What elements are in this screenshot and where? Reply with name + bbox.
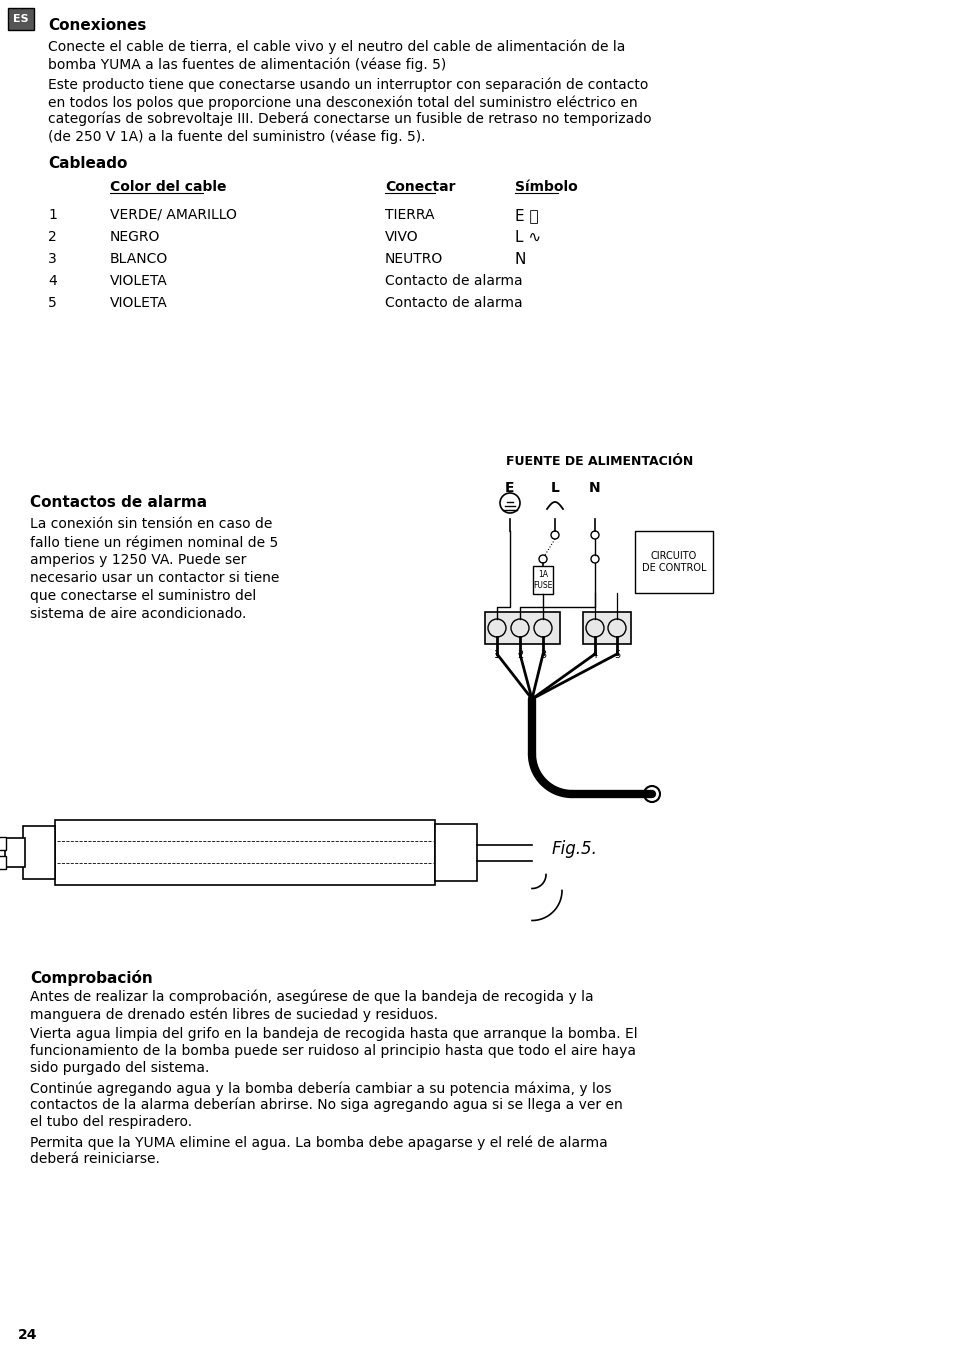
Text: 3: 3 bbox=[539, 650, 545, 661]
Bar bbox=[0, 837, 6, 851]
Text: FUENTE DE ALIMENTACIÓN: FUENTE DE ALIMENTACIÓN bbox=[506, 456, 693, 468]
Text: VIOLETA: VIOLETA bbox=[110, 274, 168, 288]
Bar bbox=[435, 824, 476, 882]
Text: Conectar: Conectar bbox=[385, 181, 455, 194]
Text: Contactos de alarma: Contactos de alarma bbox=[30, 495, 207, 510]
Text: Permita que la YUMA elimine el agua. La bomba debe apagarse y el relé de alarma: Permita que la YUMA elimine el agua. La … bbox=[30, 1135, 607, 1150]
Text: 5: 5 bbox=[48, 297, 56, 310]
Text: sido purgado del sistema.: sido purgado del sistema. bbox=[30, 1061, 209, 1074]
Bar bbox=[484, 612, 559, 644]
Bar bbox=[533, 566, 553, 594]
Text: bomba YUMA a las fuentes de alimentación (véase fig. 5): bomba YUMA a las fuentes de alimentación… bbox=[48, 57, 446, 71]
Text: contactos de la alarma deberían abrirse. No siga agregando agua si se llega a ve: contactos de la alarma deberían abrirse.… bbox=[30, 1099, 622, 1112]
Text: 1A
FUSE: 1A FUSE bbox=[533, 570, 552, 589]
Text: 2: 2 bbox=[48, 231, 56, 244]
Text: 4: 4 bbox=[48, 274, 56, 288]
Text: 4: 4 bbox=[591, 650, 598, 661]
Text: L: L bbox=[550, 481, 558, 495]
Text: E: E bbox=[505, 481, 515, 495]
Text: VIOLETA: VIOLETA bbox=[110, 297, 168, 310]
Text: Contacto de alarma: Contacto de alarma bbox=[385, 274, 522, 288]
Bar bbox=[635, 531, 712, 593]
Bar bbox=[5, 838, 25, 867]
Text: La conexión sin tensión en caso de: La conexión sin tensión en caso de bbox=[30, 518, 273, 531]
Text: Fig.5.: Fig.5. bbox=[552, 840, 598, 857]
Text: CIRCUITO
DE CONTROL: CIRCUITO DE CONTROL bbox=[641, 551, 705, 573]
Text: el tubo del respiradero.: el tubo del respiradero. bbox=[30, 1115, 192, 1130]
Text: (de 250 V 1A) a la fuente del suministro (véase fig. 5).: (de 250 V 1A) a la fuente del suministro… bbox=[48, 129, 425, 143]
Text: fallo tiene un régimen nominal de 5: fallo tiene un régimen nominal de 5 bbox=[30, 535, 278, 550]
Text: sistema de aire acondicionado.: sistema de aire acondicionado. bbox=[30, 607, 246, 621]
Text: Este producto tiene que conectarse usando un interruptor con separación de conta: Este producto tiene que conectarse usand… bbox=[48, 78, 648, 93]
Text: N: N bbox=[515, 252, 526, 267]
Bar bbox=[8, 8, 34, 30]
Text: N: N bbox=[589, 481, 600, 495]
Text: VIVO: VIVO bbox=[385, 231, 418, 244]
Text: Cableado: Cableado bbox=[48, 156, 128, 171]
Text: Conecte el cable de tierra, el cable vivo y el neutro del cable de alimentación : Conecte el cable de tierra, el cable viv… bbox=[48, 40, 625, 54]
Text: 24: 24 bbox=[18, 1328, 37, 1343]
Text: BLANCO: BLANCO bbox=[110, 252, 168, 266]
Text: 1: 1 bbox=[494, 650, 499, 661]
Text: que conectarse el suministro del: que conectarse el suministro del bbox=[30, 589, 256, 603]
Text: TIERRA: TIERRA bbox=[385, 208, 434, 222]
Text: deberá reiniciarse.: deberá reiniciarse. bbox=[30, 1153, 160, 1166]
Bar bbox=[23, 826, 55, 879]
Text: amperios y 1250 VA. Puede ser: amperios y 1250 VA. Puede ser bbox=[30, 553, 246, 568]
Text: L ∿: L ∿ bbox=[515, 231, 540, 245]
Text: Contacto de alarma: Contacto de alarma bbox=[385, 297, 522, 310]
Bar bbox=[582, 612, 630, 644]
Text: Comprobación: Comprobación bbox=[30, 971, 152, 985]
Text: Antes de realizar la comprobación, asegúrese de que la bandeja de recogida y la: Antes de realizar la comprobación, asegú… bbox=[30, 989, 593, 1004]
Text: ES: ES bbox=[13, 13, 29, 24]
Bar bbox=[0, 856, 6, 869]
Bar bbox=[55, 820, 435, 886]
Text: categorías de sobrevoltaje III. Deberá conectarse un fusible de retraso no tempo: categorías de sobrevoltaje III. Deberá c… bbox=[48, 112, 651, 127]
Text: necesario usar un contactor si tiene: necesario usar un contactor si tiene bbox=[30, 572, 279, 585]
Text: en todos los polos que proporcione una desconexión total del suministro eléctric: en todos los polos que proporcione una d… bbox=[48, 94, 637, 109]
Text: Vierta agua limpia del grifo en la bandeja de recogida hasta que arranque la bom: Vierta agua limpia del grifo en la bande… bbox=[30, 1027, 637, 1041]
Text: Símbolo: Símbolo bbox=[515, 181, 578, 194]
Text: E ⏚: E ⏚ bbox=[515, 208, 538, 222]
Text: 5: 5 bbox=[613, 650, 619, 661]
Text: NEUTRO: NEUTRO bbox=[385, 252, 443, 266]
Text: manguera de drenado estén libres de suciedad y residuos.: manguera de drenado estén libres de suci… bbox=[30, 1007, 437, 1022]
Text: Color del cable: Color del cable bbox=[110, 181, 226, 194]
Text: 2: 2 bbox=[517, 650, 522, 661]
Text: 1: 1 bbox=[48, 208, 57, 222]
Text: 3: 3 bbox=[48, 252, 56, 266]
Text: Conexiones: Conexiones bbox=[48, 18, 146, 32]
Text: VERDE/ AMARILLO: VERDE/ AMARILLO bbox=[110, 208, 236, 222]
Text: NEGRO: NEGRO bbox=[110, 231, 160, 244]
Text: Continúe agregando agua y la bomba debería cambiar a su potencia máxima, y los: Continúe agregando agua y la bomba deber… bbox=[30, 1081, 611, 1096]
Text: funcionamiento de la bomba puede ser ruidoso al principio hasta que todo el aire: funcionamiento de la bomba puede ser rui… bbox=[30, 1043, 636, 1058]
